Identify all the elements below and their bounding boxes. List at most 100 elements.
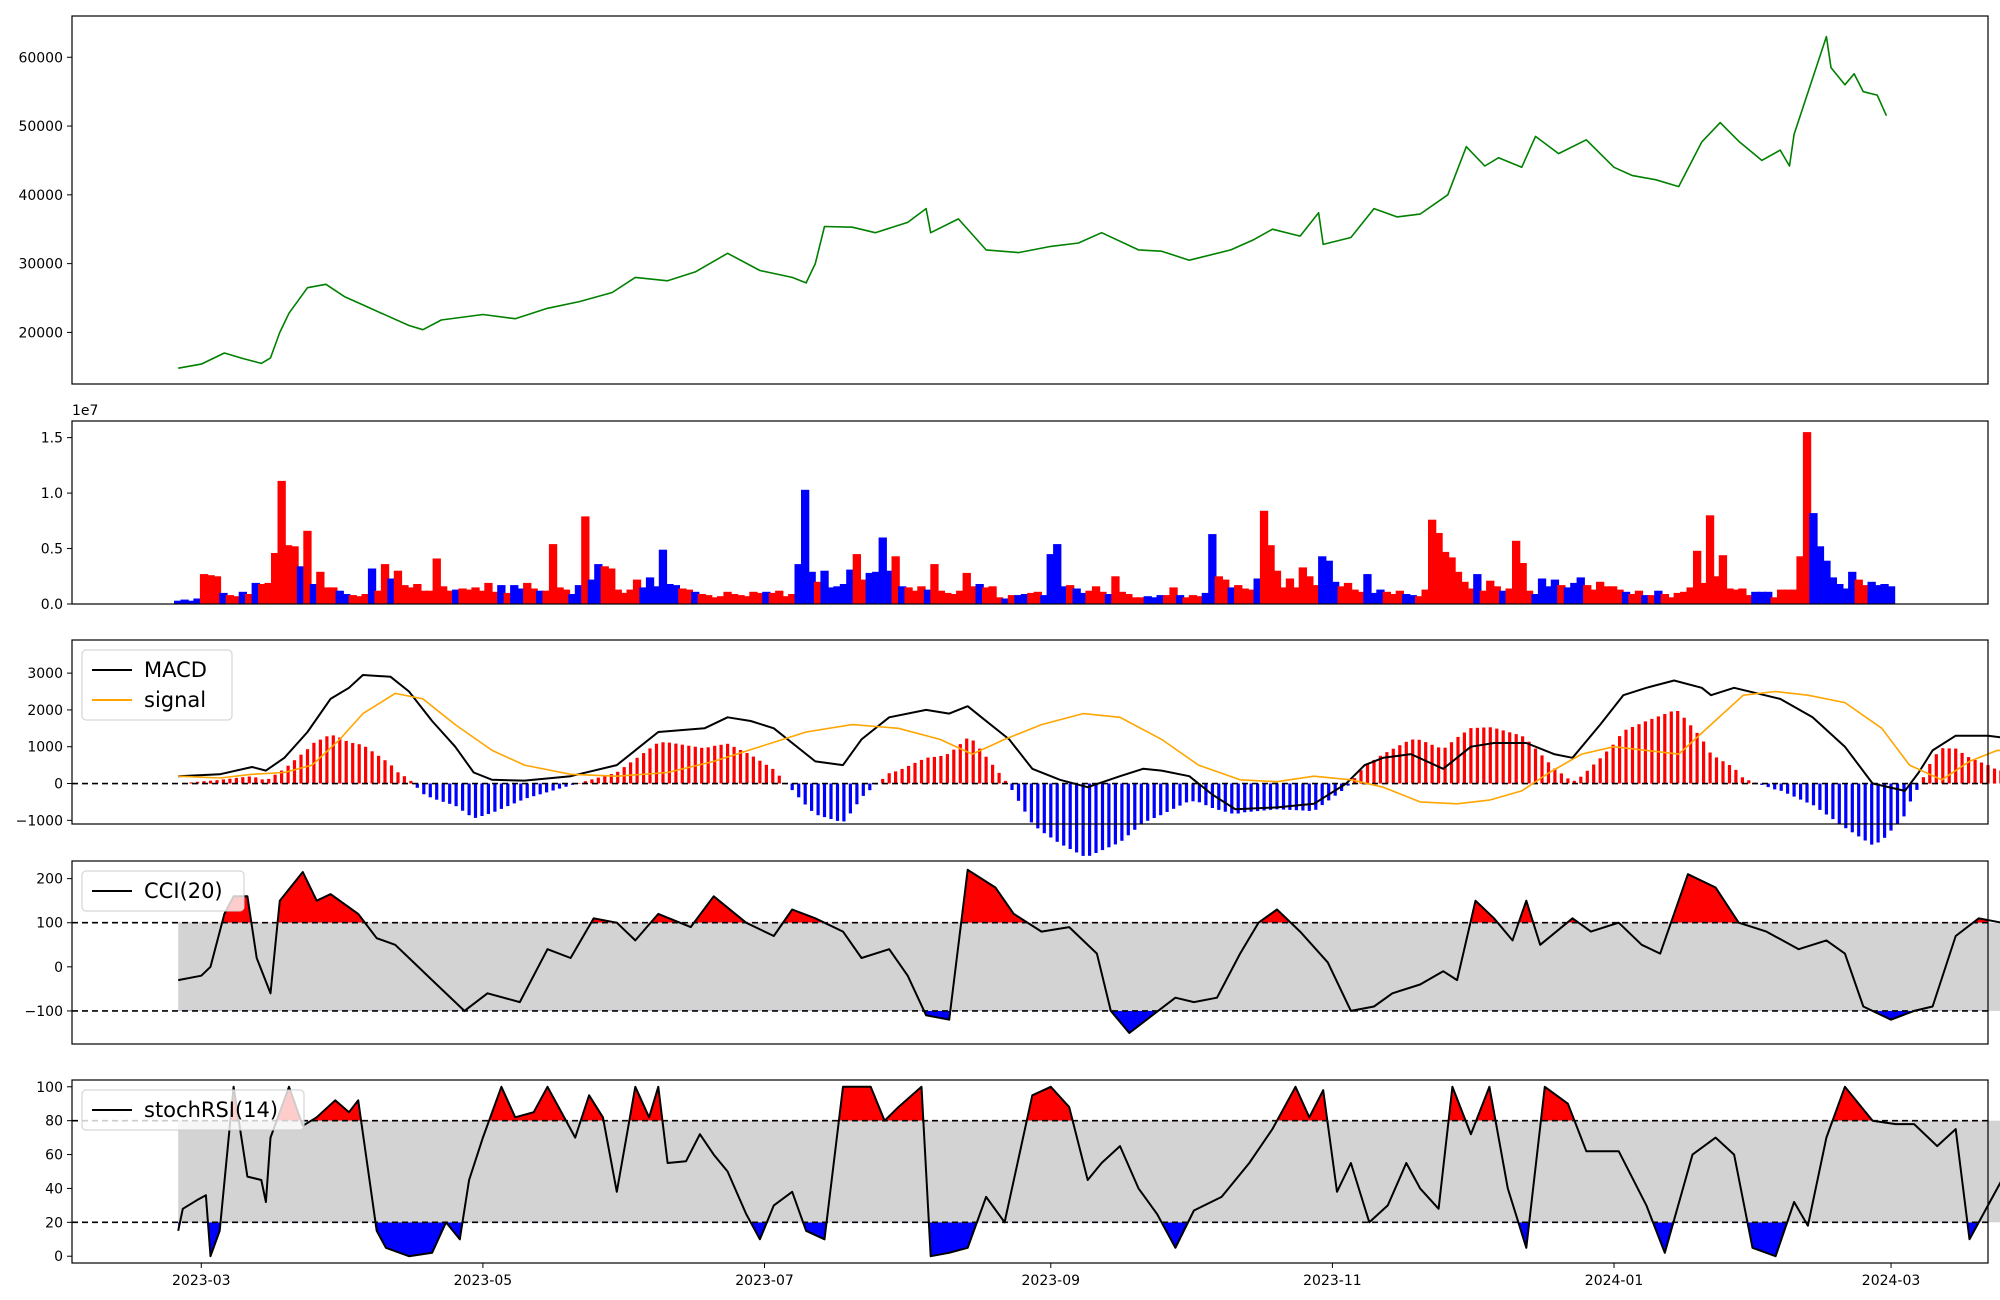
xtick-label: 2024-01	[1585, 1273, 1644, 1289]
volume-bar	[729, 594, 739, 604]
macd-histogram-bar	[1598, 758, 1602, 784]
volume-bar	[1091, 586, 1101, 604]
macd-histogram-bar	[939, 756, 943, 784]
macd-ytick-label: 0	[54, 777, 63, 793]
cci-overbought-fill	[178, 869, 1988, 923]
macd-histogram-bar	[1805, 783, 1809, 803]
macd-histogram-bar	[1075, 783, 1079, 853]
macd-histogram-bar	[1417, 739, 1421, 784]
macd-histogram-bar	[1824, 783, 1828, 815]
volume-bar	[1699, 582, 1708, 604]
macd-histogram-bar	[461, 783, 465, 811]
volume-ytick-label: 1.5	[41, 431, 63, 447]
volume-bar	[704, 595, 713, 604]
volume-bar	[1014, 595, 1023, 604]
volume-bar	[1059, 586, 1068, 604]
macd-histogram-bar	[654, 743, 659, 784]
volume-bar	[1524, 590, 1534, 604]
macd-histogram-bar	[273, 774, 277, 784]
macd-histogram-bar	[674, 743, 678, 784]
volume-bar	[1272, 570, 1282, 604]
macd-histogram-bar	[1643, 721, 1647, 784]
volume-bar	[258, 584, 267, 604]
volume-bar	[1331, 581, 1340, 604]
macd-legend-label: signal	[144, 688, 206, 712]
volume-bar	[1809, 513, 1818, 604]
volume-bar	[264, 582, 273, 604]
cci-series-cci-20-	[178, 868, 2000, 1034]
volume-bar	[342, 594, 351, 604]
macd-histogram-bar	[1921, 777, 1925, 784]
macd-histogram-bar	[267, 778, 271, 784]
macd-histogram-bar	[551, 783, 555, 791]
macd-histogram-bar	[1411, 739, 1415, 784]
volume-bar	[587, 579, 596, 604]
fills-layer	[178, 869, 2000, 1257]
volume-bar	[1434, 533, 1443, 604]
macd-histogram-bar	[635, 757, 639, 784]
macd-histogram-bar	[829, 783, 833, 819]
macd-histogram-bar	[228, 778, 232, 784]
macd-histogram-bar	[1236, 783, 1240, 814]
macd-histogram-bar	[557, 783, 562, 789]
macd-histogram-bar	[1469, 728, 1473, 784]
macd-ytick-label: 1000	[27, 740, 63, 756]
volume-bar	[206, 575, 215, 604]
volume-bar	[768, 592, 777, 604]
macd-histogram-bar	[932, 756, 936, 784]
volume-bar	[1182, 597, 1191, 604]
macd-histogram-bar	[1501, 730, 1505, 784]
macd-histogram-bar	[816, 783, 820, 816]
volume-bar	[555, 587, 564, 604]
macd-histogram-bar	[1579, 776, 1583, 784]
macd-histogram-bar	[745, 753, 749, 784]
volume-bar	[355, 596, 364, 604]
macd-histogram-bar	[583, 781, 587, 784]
volume-bar	[542, 590, 551, 604]
volume-bar	[658, 549, 668, 604]
volume-bar	[1266, 545, 1275, 604]
macd-histogram-bar	[771, 768, 775, 784]
volume-bar	[1305, 576, 1314, 604]
volume-bar	[490, 591, 499, 604]
macd-histogram-bar	[913, 762, 917, 784]
macd-histogram-bar	[1462, 732, 1466, 784]
macd-histogram-bar	[331, 735, 335, 784]
volume-bar	[1486, 580, 1495, 604]
volume-bar	[238, 591, 247, 604]
volume-bar	[891, 556, 900, 604]
volume-bar	[387, 578, 396, 604]
macd-histogram-bar	[467, 783, 471, 816]
macd-histogram-bar	[1792, 783, 1796, 797]
volume-bar	[813, 581, 823, 604]
volume-bar	[956, 590, 965, 604]
macd-series-signal	[178, 690, 2000, 805]
macd-histogram-bar	[1527, 741, 1531, 784]
volume-bar	[1311, 585, 1320, 604]
volume-bar	[975, 584, 984, 604]
volume-bar	[1693, 550, 1702, 604]
cci-legend-label: CCI(20)	[144, 879, 223, 903]
macd-histogram-bar	[1385, 752, 1389, 784]
volume-bar	[1376, 589, 1385, 604]
macd-histogram-bar	[1915, 783, 1919, 790]
volume-bar	[1453, 571, 1463, 604]
macd-ytick-label: 2000	[27, 703, 63, 719]
macd-ytick-label: −1000	[16, 813, 63, 829]
volume-bar	[452, 589, 461, 604]
volume-bar	[1841, 588, 1850, 604]
macd-histogram-bar	[1572, 780, 1576, 784]
macd-histogram-bar	[978, 748, 982, 784]
macd-histogram-bar	[1378, 755, 1382, 784]
volume-bar	[1731, 589, 1741, 604]
volume-bar	[561, 589, 571, 604]
macd-histogram-bar	[1036, 783, 1040, 829]
volume-bar	[781, 596, 790, 604]
macd-histogram-bar	[984, 756, 988, 784]
volume-bar	[885, 570, 894, 604]
macd-histogram-bar	[1391, 748, 1395, 784]
macd-histogram-bar	[1883, 783, 1887, 838]
volume-bar	[1686, 587, 1695, 604]
volume-bar	[691, 591, 700, 604]
volume-bar	[1770, 597, 1779, 604]
